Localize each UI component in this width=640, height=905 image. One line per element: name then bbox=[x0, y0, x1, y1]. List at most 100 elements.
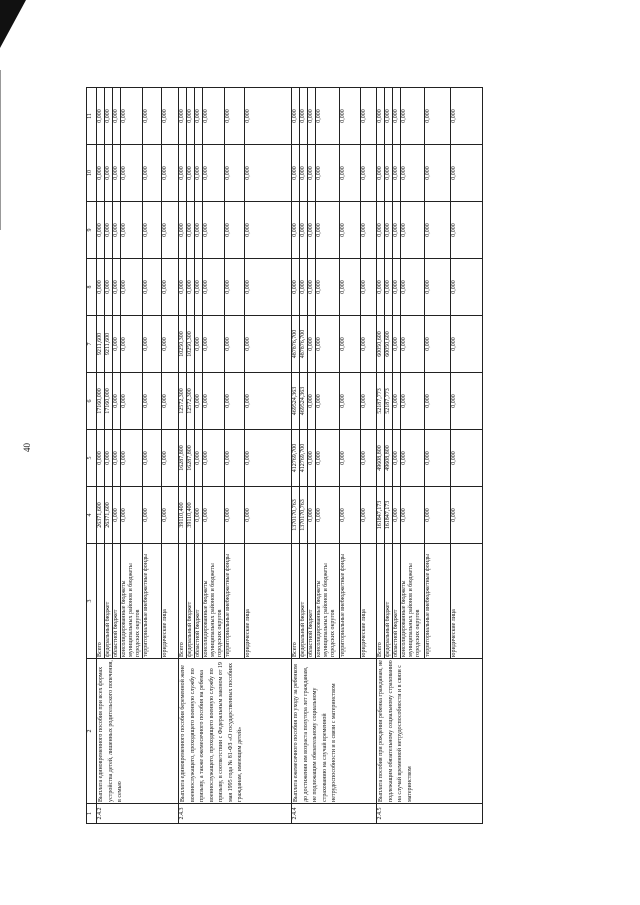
value-cell: 0,000 bbox=[339, 144, 361, 202]
value-cell: 0,000 bbox=[194, 372, 203, 430]
column-header: 2 bbox=[86, 658, 97, 804]
value-cell: 0,000 bbox=[244, 258, 292, 316]
value-cell: 0,000 bbox=[376, 201, 385, 259]
funding-source-label: юридические лица bbox=[360, 543, 377, 659]
column-header: 11 bbox=[86, 87, 97, 145]
value-cell: 469524,363 bbox=[299, 372, 308, 430]
header-row: 1 2 3 4 5 6 7 8 9 10 11 bbox=[86, 87, 97, 824]
funding-source-label: консолидированные бюджеты муниципальных … bbox=[315, 543, 340, 659]
value-cell: 0,000 bbox=[424, 429, 451, 487]
value-cell: 0,000 bbox=[400, 87, 425, 145]
value-cell: 0,000 bbox=[339, 429, 361, 487]
value-cell: 49608,800 bbox=[376, 429, 385, 487]
value-cell: 0,000 bbox=[360, 315, 377, 373]
value-cell: 0,000 bbox=[315, 144, 340, 202]
value-cell: 0,000 bbox=[224, 87, 245, 145]
value-cell: 0,000 bbox=[400, 486, 425, 544]
value-cell: 0,000 bbox=[202, 315, 225, 373]
value-cell: 0,000 bbox=[244, 372, 292, 430]
value-cell: 0,000 bbox=[384, 144, 393, 202]
value-cell: 0,000 bbox=[244, 144, 292, 202]
value-cell: 161847,173 bbox=[384, 486, 393, 544]
value-cell: 0,000 bbox=[400, 144, 425, 202]
value-cell: 9211,600 bbox=[96, 315, 105, 373]
value-cell: 16287,800 bbox=[186, 429, 195, 487]
value-cell: 0,000 bbox=[315, 315, 340, 373]
value-cell: 17160,000 bbox=[104, 372, 113, 430]
funding-source-label: федеральный бюджет bbox=[299, 543, 308, 659]
value-cell: 0,000 bbox=[392, 258, 401, 316]
value-cell: 0,000 bbox=[339, 486, 361, 544]
value-cell: 0,000 bbox=[96, 144, 105, 202]
table-row: 2.4.2 Выплата единовременного пособия при… bbox=[96, 87, 179, 824]
value-cell: 60050,600 bbox=[384, 315, 393, 373]
value-cell: 0,000 bbox=[315, 486, 340, 544]
value-cell: 0,000 bbox=[392, 429, 401, 487]
value-cell: 0,000 bbox=[307, 429, 316, 487]
value-cell: 0,000 bbox=[244, 486, 292, 544]
budget-table: 1 2 3 4 5 6 7 8 9 10 11 2.4.2 Выплата единовременно… bbox=[86, 87, 483, 824]
funding-source-label: областной бюджет bbox=[194, 543, 203, 659]
value-cell: 0,000 bbox=[424, 486, 451, 544]
value-cell: 0,000 bbox=[120, 486, 143, 544]
value-cell: 0,000 bbox=[299, 258, 308, 316]
value-cell: 0,000 bbox=[120, 258, 143, 316]
funding-source-label: Всего bbox=[291, 543, 300, 659]
value-cell: 0,000 bbox=[120, 429, 143, 487]
funding-source-label: федеральный бюджет bbox=[186, 543, 195, 659]
section-number: 2.4.5 bbox=[376, 803, 483, 824]
value-cell: 0,000 bbox=[376, 258, 385, 316]
value-cell: 0,000 bbox=[194, 258, 203, 316]
value-cell: 0,000 bbox=[424, 144, 451, 202]
funding-source-label: Всего bbox=[96, 543, 105, 659]
value-cell: 0,000 bbox=[450, 372, 483, 430]
value-cell: 0,000 bbox=[392, 144, 401, 202]
value-cell: 16287,800 bbox=[178, 429, 187, 487]
value-cell: 0,000 bbox=[142, 429, 162, 487]
value-cell: 0,000 bbox=[424, 201, 451, 259]
value-cell: 60050,600 bbox=[376, 315, 385, 373]
value-cell: 0,000 bbox=[161, 429, 179, 487]
section-description: Выплата единовременного пособия при всех… bbox=[96, 658, 179, 804]
value-cell: 0,000 bbox=[112, 486, 121, 544]
value-cell: 0,000 bbox=[194, 315, 203, 373]
value-cell: 0,000 bbox=[112, 201, 121, 259]
value-cell: 52187,773 bbox=[384, 372, 393, 430]
column-header: 5 bbox=[86, 429, 97, 487]
table-row: 2.4.5 Выплата пособия при рождении ребенк… bbox=[376, 87, 483, 824]
value-cell: 0,000 bbox=[244, 315, 292, 373]
value-cell: 0,000 bbox=[384, 87, 393, 145]
value-cell: 52187,773 bbox=[376, 372, 385, 430]
value-cell: 0,000 bbox=[307, 258, 316, 316]
value-cell: 0,000 bbox=[392, 201, 401, 259]
value-cell: 0,000 bbox=[392, 372, 401, 430]
value-cell: 0,000 bbox=[339, 315, 361, 373]
value-cell: 0,000 bbox=[224, 144, 245, 202]
scan-edge-mark bbox=[0, 70, 1, 230]
value-cell: 0,000 bbox=[360, 258, 377, 316]
column-header: 4 bbox=[86, 486, 97, 544]
value-cell: 0,000 bbox=[104, 429, 113, 487]
value-cell: 0,000 bbox=[194, 429, 203, 487]
value-cell: 0,000 bbox=[142, 258, 162, 316]
value-cell: 0,000 bbox=[339, 201, 361, 259]
funding-source-label: юридические лица bbox=[244, 543, 292, 659]
column-header: 9 bbox=[86, 201, 97, 259]
value-cell: 412769,700 bbox=[299, 429, 308, 487]
value-cell: 0,000 bbox=[202, 87, 225, 145]
value-cell: 0,000 bbox=[202, 486, 225, 544]
value-cell: 0,000 bbox=[178, 144, 187, 202]
value-cell: 0,000 bbox=[424, 87, 451, 145]
value-cell: 0,000 bbox=[291, 87, 300, 145]
value-cell: 0,000 bbox=[299, 201, 308, 259]
value-cell: 0,000 bbox=[161, 144, 179, 202]
value-cell: 0,000 bbox=[112, 87, 121, 145]
value-cell: 0,000 bbox=[142, 372, 162, 430]
value-cell: 0,000 bbox=[400, 201, 425, 259]
section-description: Выплата пособия при рождении ребенка гра… bbox=[376, 658, 483, 804]
value-cell: 0,000 bbox=[224, 429, 245, 487]
section-number: 2.4.4 bbox=[291, 803, 377, 824]
value-cell: 0,000 bbox=[315, 201, 340, 259]
value-cell: 0,000 bbox=[194, 87, 203, 145]
value-cell: 0,000 bbox=[450, 258, 483, 316]
